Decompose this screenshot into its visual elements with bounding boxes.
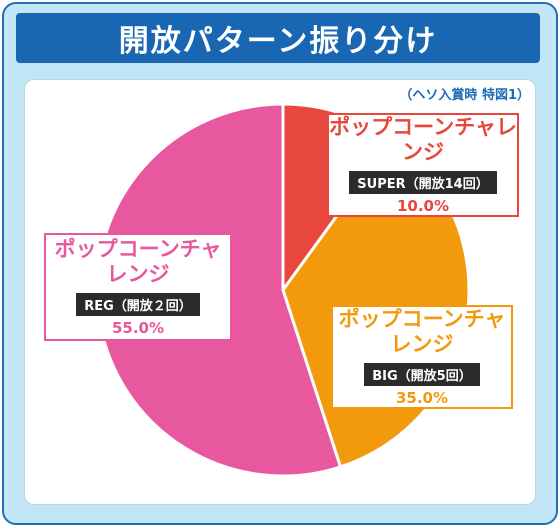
callout-super-label: ポップコーンチャレンジ	[329, 115, 517, 164]
callout-big-value: 35.0%	[395, 389, 449, 407]
callout-super-value: 10.0%	[396, 197, 450, 215]
callout-big: ポップコーンチャレンジ BIG（開放5回） 35.0%	[331, 305, 513, 409]
title-banner: 開放パターン振り分け	[16, 13, 540, 63]
chart-note: （ヘソ入賞時 特図1）	[399, 88, 530, 103]
callout-big-label: ポップコーンチャレンジ	[338, 307, 506, 356]
callout-super: ポップコーンチャレンジ SUPER（開放14回） 10.0%	[327, 113, 519, 217]
callout-reg-value: 55.0%	[111, 319, 165, 337]
callout-reg-tag: REG（開放２回）	[76, 293, 200, 316]
chart-title: 開放パターン振り分け	[118, 24, 438, 59]
callout-super-tag: SUPER（開放14回）	[349, 171, 497, 194]
callout-reg: ポップコーンチャレンジ REG（開放２回） 55.0%	[44, 233, 232, 341]
callout-reg-label: ポップコーンチャレンジ	[54, 237, 222, 286]
callout-big-tag: BIG（開放5回）	[364, 363, 480, 386]
